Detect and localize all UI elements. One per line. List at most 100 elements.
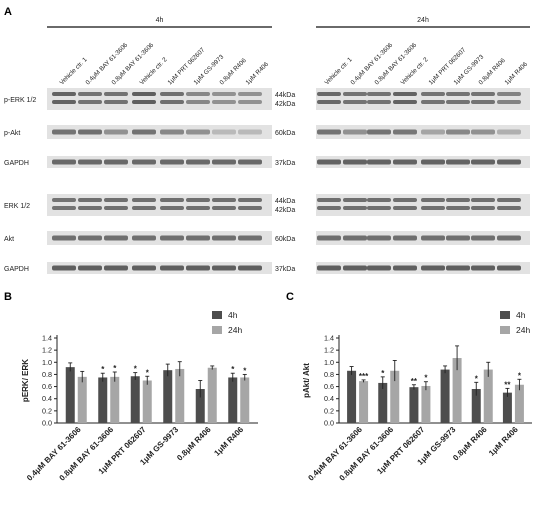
- band: [212, 159, 236, 165]
- bar-4h: [228, 377, 238, 423]
- band: [446, 265, 470, 271]
- band: [132, 265, 156, 271]
- bar-4h: [409, 387, 419, 423]
- y-tick-label: 1.4: [324, 334, 334, 343]
- band-lower: [52, 206, 76, 210]
- band-upper: [367, 92, 391, 96]
- band-lower: [446, 206, 470, 210]
- lane-label: Vehicle ctr. 2: [138, 56, 169, 87]
- band: [186, 159, 210, 165]
- band-upper: [186, 198, 210, 202]
- band-lower: [78, 206, 102, 210]
- row-label: p-ERK 1/2: [4, 97, 36, 104]
- panel-label-a: A: [4, 6, 12, 18]
- band-lower: [238, 100, 262, 104]
- band-upper: [132, 92, 156, 96]
- band-lower: [343, 100, 367, 104]
- kda-marker: 42kDa: [275, 207, 295, 214]
- bar-24h: [207, 367, 217, 423]
- band: [471, 235, 495, 241]
- band: [446, 159, 470, 165]
- category-label: 1μM R406: [487, 425, 520, 458]
- category-label: 0.4μM BAY 61-3606: [25, 425, 83, 483]
- kda-marker: 37kDa: [275, 160, 295, 167]
- band: [343, 159, 367, 165]
- band-upper: [212, 198, 236, 202]
- band-upper: [317, 92, 341, 96]
- legend-swatch-4h: [500, 311, 510, 319]
- band: [367, 129, 391, 135]
- lane-label: 0.4μM BAY 61-3606: [349, 41, 394, 86]
- band: [160, 129, 184, 135]
- significance-marker: *: [113, 364, 117, 373]
- band: [446, 235, 470, 241]
- lane-label: 0.4μM BAY 61-3606: [84, 41, 129, 86]
- kda-marker: 44kDa: [275, 92, 295, 99]
- category-label: 0.8μM R406: [175, 425, 213, 463]
- band-lower: [104, 206, 128, 210]
- band: [186, 129, 210, 135]
- band: [78, 129, 102, 135]
- band-lower: [497, 206, 521, 210]
- band: [393, 235, 417, 241]
- y-tick-label: 1.0: [42, 358, 52, 367]
- significance-marker: *: [518, 371, 522, 380]
- kda-marker: 60kDa: [275, 130, 295, 137]
- band: [238, 129, 262, 135]
- band-upper: [52, 92, 76, 96]
- significance-marker: *: [381, 369, 385, 378]
- band-lower: [393, 100, 417, 104]
- band: [471, 265, 495, 271]
- y-tick-label: 0.2: [42, 406, 52, 415]
- lane-label: 0.8μM BAY 61-3606: [373, 41, 418, 86]
- band-upper: [393, 92, 417, 96]
- band: [160, 235, 184, 241]
- band-lower: [52, 100, 76, 104]
- bar-24h: [452, 358, 462, 423]
- band: [186, 265, 210, 271]
- band-lower: [367, 100, 391, 104]
- band: [317, 235, 341, 241]
- band: [160, 265, 184, 271]
- band: [471, 129, 495, 135]
- band-lower: [186, 100, 210, 104]
- band-upper: [238, 92, 262, 96]
- bar-4h: [502, 392, 512, 423]
- category-label: 0.8μM BAY 61-3606: [338, 425, 396, 483]
- band: [343, 235, 367, 241]
- blot-rows: p-ERK 1/2 44kDa 42kDa p-Akt 60kDa GAPDH 37kDa E…: [4, 92, 295, 273]
- significance-marker: *: [101, 365, 105, 374]
- legend-swatch-24h: [212, 326, 222, 334]
- bar-4h: [130, 376, 140, 423]
- y-tick-label: 0.6: [324, 382, 334, 391]
- band-upper: [367, 198, 391, 202]
- band-lower: [186, 206, 210, 210]
- row-label: Akt: [4, 236, 14, 243]
- group-title: 4h: [156, 17, 164, 24]
- band-lower: [343, 206, 367, 210]
- significance-marker: *: [134, 365, 138, 374]
- significance-marker: *: [424, 374, 428, 383]
- band-lower: [238, 206, 262, 210]
- significance-marker: **: [504, 380, 511, 389]
- blot-strip: [47, 194, 272, 216]
- band-upper: [104, 92, 128, 96]
- legend-label: 4h: [516, 310, 526, 320]
- band: [317, 159, 341, 165]
- legend-label: 24h: [516, 325, 530, 335]
- y-tick-label: 0.8: [324, 370, 334, 379]
- band: [52, 265, 76, 271]
- y-tick-label: 1.4: [42, 334, 52, 343]
- category-label: 0.8μM R406: [451, 425, 489, 463]
- significance-marker: *: [243, 366, 247, 375]
- band-lower: [132, 100, 156, 104]
- band-upper: [497, 198, 521, 202]
- band: [238, 265, 262, 271]
- band-lower: [393, 206, 417, 210]
- band-lower: [212, 206, 236, 210]
- bar-24h: [483, 369, 493, 423]
- blot-strip: [47, 156, 272, 168]
